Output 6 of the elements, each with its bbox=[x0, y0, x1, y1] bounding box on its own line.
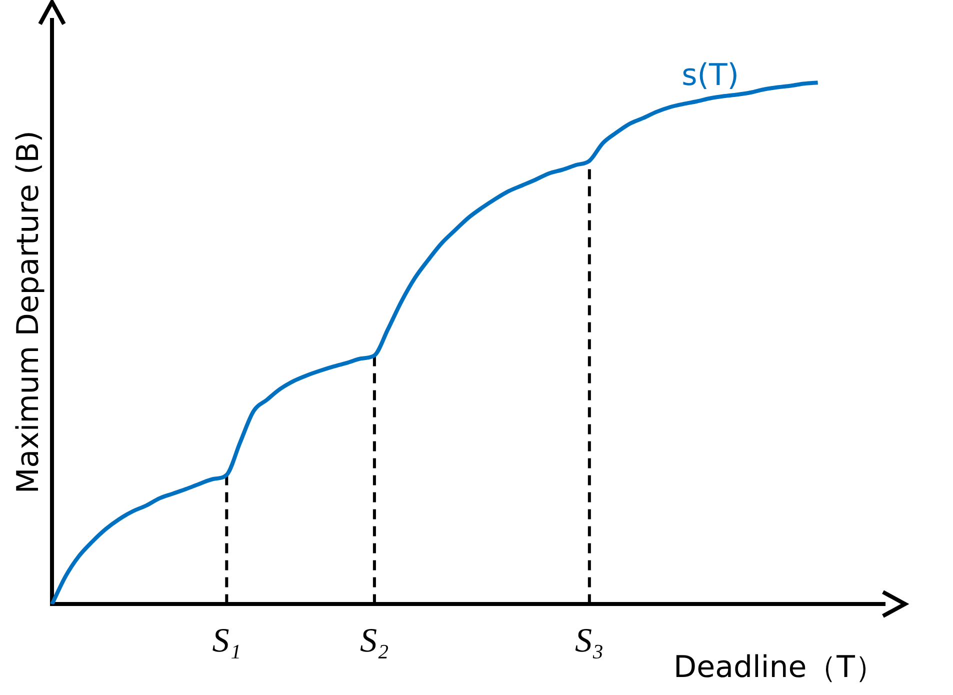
x-tick-label: S₂ bbox=[360, 622, 389, 660]
series-label: s(T) bbox=[682, 58, 740, 94]
x-tick-label: S₃ bbox=[575, 622, 604, 660]
x-tick-label: S₁ bbox=[212, 622, 242, 660]
x-axis-title: Deadline（T） bbox=[674, 650, 885, 685]
y-axis-title: Maximum Departure (B) bbox=[10, 130, 46, 494]
